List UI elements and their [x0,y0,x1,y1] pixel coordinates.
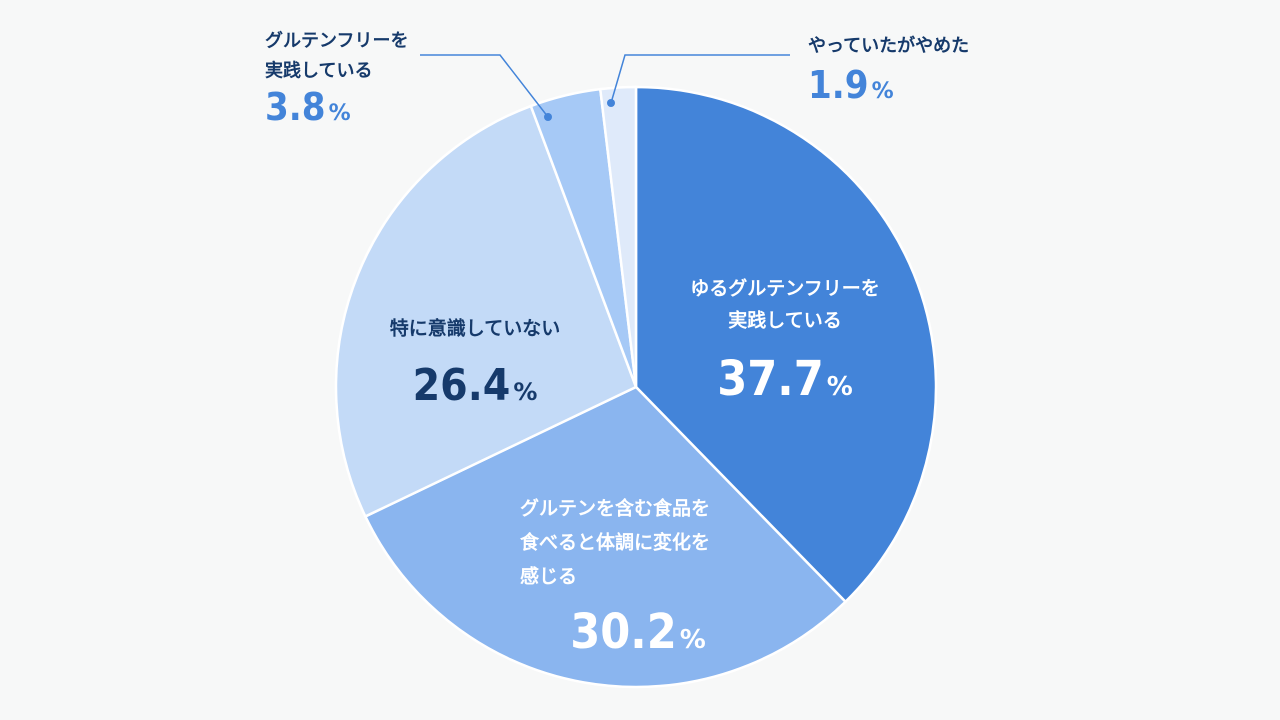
slice-value-0: 37.7% [717,351,853,407]
slice-label-2: 特に意識していない 26.4% [390,317,560,411]
slice-label-line: グルテンフリーを [265,29,408,51]
slice-label-line: 食べると体調に変化を [520,531,710,554]
slice-label-line: 実践している [728,309,841,332]
slice-label-line: ゆるグルテンフリーを [690,277,879,300]
slice-value-3: 3.8% [265,85,351,129]
slice-label-4: やっていたがやめた 1.9% [607,34,969,107]
pie-slice-0 [634,85,938,604]
slice-value-2: 26.4% [413,360,538,411]
slice-label-line: 実践している [265,59,372,81]
slice-label-line: 感じる [520,565,577,588]
slice-label-line: やっていたがやめた [808,34,969,56]
slice-label-line: 特に意識していない [390,317,560,340]
leader-line-3 [420,54,552,121]
leader-line-4 [607,54,790,107]
pie-slice-2 [334,104,638,519]
slice-value-1: 30.2% [570,604,706,660]
pie-slice-4 [598,85,638,388]
pie-slice-1 [363,385,848,689]
slice-value-4: 1.9% [808,63,894,107]
slice-label-line: グルテンを含む食品を [520,497,710,520]
